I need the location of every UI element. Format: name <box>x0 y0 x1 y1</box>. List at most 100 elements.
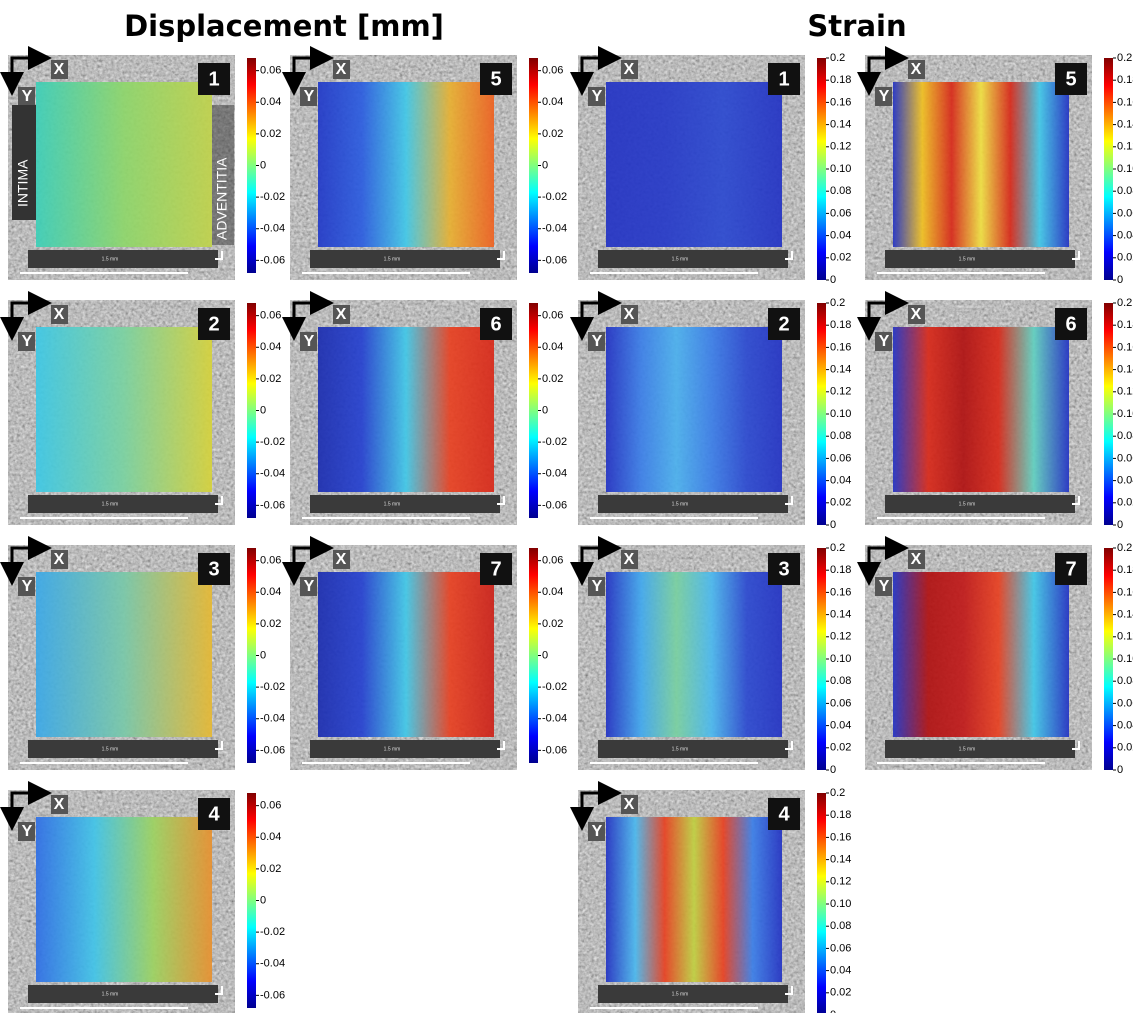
corner-mark <box>1072 496 1080 505</box>
y-label: Y <box>592 333 603 350</box>
colorbar-tick-label: 0.06 <box>260 555 281 567</box>
colorbar-tick-label: 0.18 <box>1117 319 1133 331</box>
colorbar-tick-label: 0 <box>260 159 266 171</box>
colorbar-tick-label: 0.16 <box>1117 96 1133 108</box>
panel: 1.5 mm 3 X Y 0.2 0.18 0.16 0.14 0.12 0.10 0.08 0.06… <box>570 536 851 776</box>
colorbar-tick-label: 0.06 <box>260 65 281 77</box>
colorbar-tick-label: 0.14 <box>1117 364 1133 376</box>
colorbar-tick-label: 0 <box>1117 274 1123 286</box>
colorbar-tick-label: 0.2 <box>1117 297 1132 309</box>
colorbar <box>817 303 826 525</box>
corner-mark <box>215 251 223 260</box>
colorbar-tick-label: 0.08 <box>830 675 851 687</box>
y-label: Y <box>22 578 33 595</box>
y-label: Y <box>304 333 315 350</box>
colorbar-tick-label: 0.12 <box>1117 141 1133 153</box>
y-box <box>588 577 605 596</box>
colorbar-tick-label: -0.06 <box>542 744 567 756</box>
colorbar-tick-label: 0.02 <box>830 252 851 264</box>
colorbar-tick-label: 0.16 <box>1117 341 1133 353</box>
field <box>318 327 494 492</box>
colorbar-tick-label: -0.04 <box>260 223 285 235</box>
x-box <box>51 550 68 569</box>
colorbar-tick-label: 0.06 <box>1117 697 1133 709</box>
colorbar-tick-label: 0.06 <box>260 310 281 322</box>
colorbar-tick-label: -0.06 <box>260 989 285 1001</box>
colorbar-tick-label: 0 <box>830 764 836 776</box>
y-label: Y <box>592 823 603 840</box>
panel: 1.5 mm 3 X Y 0.06 0.04 0.02 0 -0.02 -0.04 -0.06 <box>0 536 285 770</box>
badge-box <box>768 798 800 830</box>
panel: 1.5 mm 5 X Y 0.06 0.04 0.02 0 -0.02 -0.04 -0.06 <box>282 46 567 280</box>
field <box>36 817 212 982</box>
colorbar-tick-label: 0.02 <box>260 618 281 630</box>
x-box <box>908 305 925 324</box>
badge-box <box>1055 63 1087 95</box>
colorbar <box>529 303 538 518</box>
x-label: X <box>54 796 65 813</box>
colorbar-tick-label: 0.10 <box>1117 163 1133 175</box>
colorbar-tick-label: -0.04 <box>260 713 285 725</box>
colorbar-tick-label: 0.02 <box>542 128 563 140</box>
panel-number: 7 <box>1065 558 1076 580</box>
x-label: X <box>624 551 635 568</box>
tissue-label: INTIMA <box>15 159 31 207</box>
x-box <box>908 550 925 569</box>
colorbar-tick-label: 0.14 <box>830 119 851 131</box>
field <box>606 327 782 492</box>
y-box <box>875 332 892 351</box>
panel-number: 5 <box>490 68 501 90</box>
scale-label: 1.5 mm <box>959 256 976 262</box>
colorbar-tick-label: -0.06 <box>542 254 567 266</box>
colorbar <box>1104 303 1113 525</box>
badge-box <box>198 798 230 830</box>
colorbar-tick-label: 0 <box>260 894 266 906</box>
x-label: X <box>624 796 635 813</box>
colorbar-tick-label: 0.04 <box>830 965 851 977</box>
y-box <box>300 87 317 106</box>
colorbar-tick-label: 0.2 <box>830 52 845 64</box>
badge-box <box>768 553 800 585</box>
colorbar-tick-label: -0.04 <box>542 468 567 480</box>
corner-mark <box>215 986 223 995</box>
colorbar-tick-label: -0.06 <box>542 499 567 511</box>
y-label: Y <box>304 578 315 595</box>
scale-strip <box>598 250 788 268</box>
scale-strip <box>598 495 788 513</box>
colorbar-tick-label: -0.02 <box>542 191 567 203</box>
colorbar <box>247 303 256 518</box>
panel: 1.5 mm 6 X Y 0.06 0.04 0.02 0 -0.02 -0.04 -0.06 <box>282 291 567 525</box>
panel-number: 3 <box>778 558 789 580</box>
x-box <box>51 60 68 79</box>
colorbar-tick-label: 0.08 <box>830 430 851 442</box>
scale-label: 1.5 mm <box>102 501 119 507</box>
field <box>606 572 782 737</box>
colorbar-tick-label: 0 <box>542 649 548 661</box>
colorbar-tick-label: 0.14 <box>830 609 851 621</box>
colorbar-tick-label: 0.04 <box>542 341 563 353</box>
y-box <box>18 87 35 106</box>
y-label: Y <box>592 88 603 105</box>
colorbar-tick-label: 0.18 <box>830 809 851 821</box>
colorbar-tick-label: -0.04 <box>260 468 285 480</box>
panel: 1.5 mm 6 X Y 0.2 0.18 0.16 0.14 0.12 0.10 0.08 0.06… <box>857 291 1133 531</box>
colorbar-tick-label: 0.14 <box>1117 119 1133 131</box>
tissue-box <box>12 105 36 220</box>
colorbar-tick-label: 0.16 <box>830 96 851 108</box>
colorbar-tick-label: 0.2 <box>830 297 845 309</box>
colorbar-tick-label: 0.04 <box>830 720 851 732</box>
field <box>318 572 494 737</box>
y-box <box>18 577 35 596</box>
scale-label: 1.5 mm <box>959 501 976 507</box>
field <box>36 327 212 492</box>
panel-number: 7 <box>490 558 501 580</box>
panel: 1.5 mm 7 X Y 0.2 0.18 0.16 0.14 0.12 0.10 0.08 0.06… <box>857 536 1133 776</box>
colorbar-tick-label: 0.12 <box>1117 386 1133 398</box>
x-box <box>333 60 350 79</box>
colorbar-tick-label: 0.18 <box>830 74 851 86</box>
badge-box <box>1055 308 1087 340</box>
scale-strip <box>598 985 788 1003</box>
colorbar-tick-label: 0.06 <box>1117 452 1133 464</box>
x-box <box>621 60 638 79</box>
